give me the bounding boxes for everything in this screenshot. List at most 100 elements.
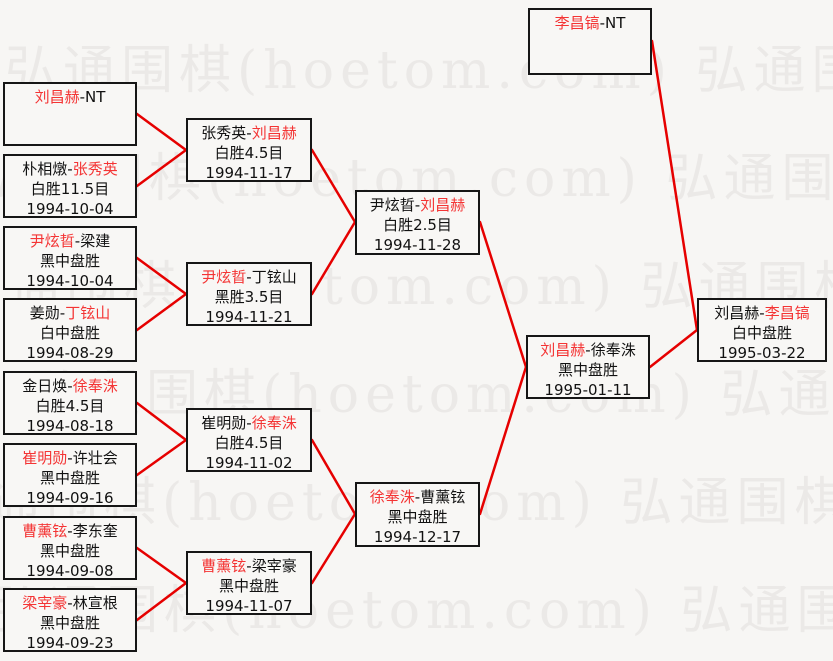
match-date: 1994-09-23 (26, 634, 114, 652)
match-result: 白中盘胜 (731, 324, 792, 342)
match-box-r4-1: 刘昌赫-徐奉洙 黑中盘胜 1995-01-11 (526, 335, 650, 399)
match-players: 金日焕-徐奉洙 (5, 376, 135, 396)
player-name: -徐奉洙 (585, 341, 636, 359)
match-box-r1-5: 金日焕-徐奉洙 白胜4.5目 1994-08-18 (3, 371, 137, 435)
winner-name: 尹炫晢 (29, 232, 75, 250)
match-box-r1-8: 梁宰豪-林宣根 黑中盘胜 1994-09-23 (3, 588, 137, 652)
player-name: -NT (79, 88, 106, 106)
connector-line (310, 512, 357, 585)
winner-name: 刘昌赫 (420, 196, 466, 214)
match-players: 曹薰铉-李东奎 (5, 521, 135, 541)
match-box-bye-1: 李昌镐-NT (528, 8, 652, 75)
watermark-text: 弘通围棋(hoetom.com) 弘通围棋(hoetom.com) 弘通围棋(h… (30, 365, 833, 425)
winner-name: 李昌镐 (554, 14, 600, 32)
connector-line (310, 148, 357, 224)
connector-line (478, 220, 528, 369)
player-name: 姜勋- (29, 304, 66, 322)
match-result: 黑中盘胜 (387, 508, 448, 526)
match-date (5, 127, 135, 147)
match-date: 1994-11-28 (373, 236, 462, 254)
connector-line (135, 401, 188, 442)
match-date: 1994-12-17 (373, 528, 462, 546)
player-name: -李东奎 (67, 522, 118, 540)
match-players: 尹炫晢-梁建 (5, 231, 135, 251)
watermark-text: 弘通围棋(hoetom.com) 弘通围棋(hoetom.com) 弘通围棋(h… (5, 41, 833, 101)
match-result: 黑中盘胜 (39, 252, 100, 270)
match-box-r1-1: 刘昌赫-NT (3, 82, 137, 146)
match-result: 白胜2.5目 (383, 216, 452, 234)
connector-line (478, 365, 528, 516)
watermark-text: 弘通围棋(hoetom.com) 弘通围棋(hoetom.com) 弘通围棋(h… (0, 581, 833, 641)
player-name: -梁建 (74, 232, 111, 250)
player-name: 张秀英- (201, 124, 252, 142)
winner-name: 曹薰铉 (201, 557, 247, 575)
match-players: 梁宰豪-林宣根 (5, 593, 135, 613)
connector-line (135, 438, 188, 477)
match-result: 白胜4.5目 (214, 144, 284, 162)
match-result: 白胜11.5目 (30, 180, 110, 198)
match-date: 1994-08-29 (26, 344, 114, 362)
match-result: 白胜4.5目 (35, 397, 105, 415)
connector-line (135, 256, 188, 296)
player-name: -曹薰铉 (414, 488, 466, 506)
winner-name: 徐奉洙 (251, 414, 297, 432)
match-date: 1994-10-04 (26, 200, 114, 218)
winner-name: 丁铉山 (65, 304, 111, 322)
winner-name: 刘昌赫 (34, 88, 80, 106)
player-name: 崔明勋- (201, 414, 252, 432)
match-players: 曹薰铉-梁宰豪 (188, 556, 310, 576)
match-players: 崔明勋-许壮会 (5, 448, 135, 468)
match-players: 刘昌赫-李昌镐 (699, 303, 825, 323)
connector-line (310, 220, 357, 296)
connector-line (135, 112, 188, 152)
connector-line (310, 438, 357, 516)
winner-name: 崔明勋 (22, 449, 68, 467)
match-result: 白胜4.5目 (214, 434, 284, 452)
match-date: 1994-09-16 (26, 489, 114, 507)
player-name: 金日焕- (22, 377, 73, 395)
match-box-r1-2: 朴相燉-张秀英 白胜11.5目 1994-10-04 (3, 154, 137, 218)
match-box-final: 刘昌赫-李昌镐 白中盘胜 1995-03-22 (697, 298, 827, 362)
match-players: 尹炫晢-刘昌赫 (357, 195, 478, 215)
match-players: 刘昌赫-徐奉洙 (528, 340, 648, 360)
match-players: 姜勋-丁铉山 (5, 303, 135, 323)
connector-line (135, 581, 188, 622)
player-name: -NT (599, 14, 626, 32)
player-name: -梁宰豪 (246, 557, 297, 575)
winner-name: 梁宰豪 (22, 594, 68, 612)
player-name: -林宣根 (67, 594, 118, 612)
connector-line (135, 148, 188, 188)
match-result (5, 107, 135, 127)
connector-line (650, 39, 699, 332)
match-box-r1-7: 曹薰铉-李东奎 黑中盘胜 1994-09-08 (3, 516, 137, 580)
match-box-r1-6: 崔明勋-许壮会 黑中盘胜 1994-09-16 (3, 443, 137, 507)
match-players: 李昌镐-NT (530, 13, 650, 33)
winner-name: 张秀英 (72, 160, 118, 178)
player-name: 朴相燉- (22, 160, 73, 178)
match-players: 尹炫晢-丁铉山 (188, 267, 310, 287)
match-result: 黑中盘胜 (39, 469, 100, 487)
match-box-r3-2: 徐奉洙-曹薰铉 黑中盘胜 1994-12-17 (355, 482, 480, 547)
winner-name: 刘昌赫 (251, 124, 297, 142)
match-date: 1994-11-07 (205, 597, 293, 615)
player-name: 尹炫晢- (369, 196, 421, 214)
match-box-r2-2: 尹炫晢-丁铉山 黑胜3.5目 1994-11-21 (186, 262, 312, 326)
winner-name: 徐奉洙 (72, 377, 118, 395)
winner-name: 曹薰铉 (22, 522, 68, 540)
match-players: 徐奉洙-曹薰铉 (357, 487, 478, 507)
match-box-r2-3: 崔明勋-徐奉洙 白胜4.5目 1994-11-02 (186, 408, 312, 472)
match-box-r3-1: 尹炫晢-刘昌赫 白胜2.5目 1994-11-28 (355, 190, 480, 255)
winner-name: 李昌镐 (764, 304, 810, 322)
winner-name: 刘昌赫 (540, 341, 586, 359)
match-result: 黑中盘胜 (557, 361, 618, 379)
match-date: 1994-11-21 (205, 308, 293, 326)
match-players: 朴相燉-张秀英 (5, 159, 135, 179)
match-result: 黑中盘胜 (39, 614, 100, 632)
match-players: 崔明勋-徐奉洙 (188, 413, 310, 433)
match-result: 黑胜3.5目 (214, 288, 284, 306)
match-date: 1994-11-02 (205, 454, 293, 472)
match-date: 1994-08-18 (26, 417, 114, 435)
winner-name: 尹炫晢 (201, 268, 247, 286)
